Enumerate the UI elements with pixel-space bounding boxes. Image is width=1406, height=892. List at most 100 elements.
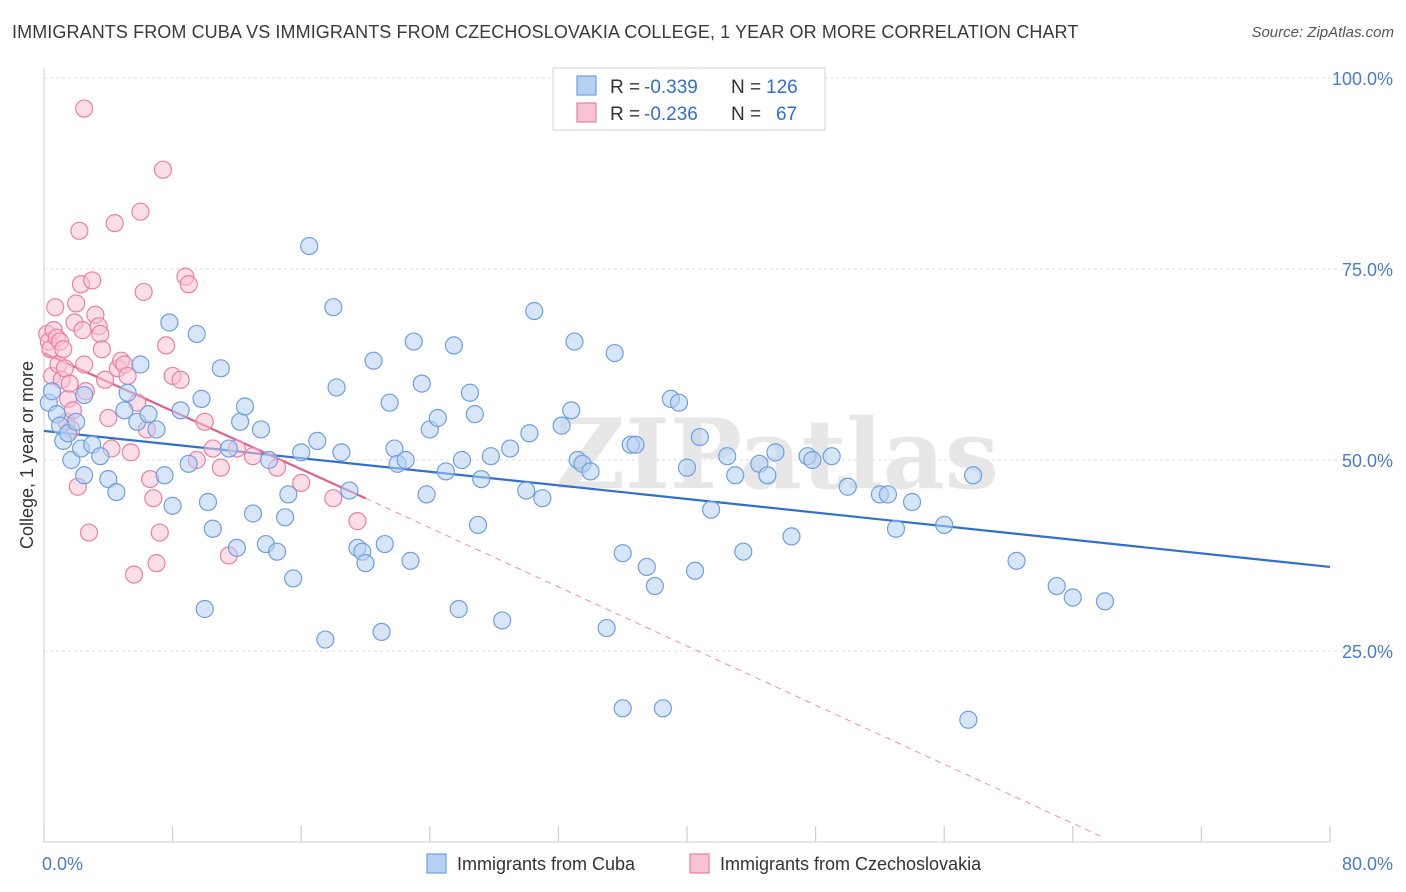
point-czech-31 [95, 370, 115, 389]
legend-r-label-cuba: R = [610, 77, 640, 98]
point-cuba-38 [259, 450, 279, 470]
point-cuba-92 [626, 435, 645, 454]
point-cuba-21 [160, 313, 179, 332]
point-cuba-27 [198, 492, 218, 512]
point-czech-52 [171, 370, 190, 389]
point-cuba-44 [300, 236, 319, 256]
point-czech-49 [153, 160, 173, 179]
point-cuba-9 [75, 466, 94, 485]
cuba-points [39, 236, 1115, 729]
point-cuba-79 [520, 424, 539, 443]
point-cuba-47 [324, 298, 343, 317]
point-cuba-33 [231, 412, 250, 431]
point-cuba-46 [316, 630, 335, 649]
point-czech-25 [79, 523, 99, 542]
point-cuba-71 [460, 383, 480, 402]
point-czech-5 [46, 298, 65, 317]
point-cuba-84 [565, 332, 584, 351]
point-cuba-30 [211, 359, 230, 378]
point-cuba-70 [452, 450, 472, 470]
point-cuba-34 [235, 397, 255, 416]
point-czech-42 [131, 202, 150, 221]
point-cuba-125 [75, 385, 94, 405]
y-tick-label-3: 100.0% [1332, 69, 1393, 89]
point-cuba-103 [718, 447, 737, 466]
point-cuba-66 [428, 408, 447, 428]
point-cuba-109 [782, 527, 801, 546]
point-czech-23 [75, 355, 94, 374]
legend-swatch-cuba [576, 75, 597, 96]
point-czech-48 [150, 523, 169, 542]
point-cuba-23 [171, 401, 190, 420]
point-cuba-36 [251, 420, 271, 439]
legend-r-value-cuba: -0.339 [644, 77, 698, 98]
point-cuba-93 [613, 699, 632, 718]
point-czech-18 [67, 294, 86, 313]
point-czech-11 [55, 359, 74, 378]
point-cuba-90 [613, 544, 632, 563]
point-cuba-100 [685, 561, 705, 580]
point-cuba-12 [99, 470, 118, 489]
point-czech-56 [195, 412, 214, 431]
point-cuba-40 [276, 508, 295, 527]
bottom-legend-label-cuba: Immigrants from Cuba [457, 854, 636, 874]
point-czech-14 [60, 374, 79, 393]
point-czech-57 [203, 439, 222, 458]
point-cuba-72 [465, 405, 484, 424]
point-czech-46 [144, 489, 163, 508]
point-cuba-29 [195, 599, 214, 619]
point-cuba-80 [525, 301, 544, 321]
point-czech-39 [121, 443, 140, 462]
point-czech-30 [92, 340, 111, 359]
point-cuba-111 [803, 450, 822, 470]
point-cuba-101 [690, 427, 709, 447]
point-cuba-53 [356, 554, 375, 573]
point-cuba-98 [669, 393, 689, 412]
point-czech-20 [70, 221, 89, 240]
point-cuba-89 [605, 343, 624, 363]
point-cuba-73 [468, 515, 488, 535]
point-czech-66 [75, 99, 94, 118]
point-cuba-76 [493, 611, 512, 630]
point-czech-58 [211, 458, 230, 477]
correlation-legend: R = -0.339 N = 126 R = -0.236 N = 67 [552, 67, 826, 131]
point-czech-22 [73, 321, 92, 340]
point-cuba-88 [597, 618, 616, 638]
point-cuba-17 [131, 355, 150, 374]
point-cuba-63 [412, 374, 431, 393]
legend-n-label-czech: N = [731, 104, 761, 125]
point-cuba-56 [375, 534, 394, 554]
point-cuba-102 [702, 500, 721, 519]
point-cuba-45 [308, 431, 327, 450]
trendline-czech-extension [365, 497, 1106, 839]
point-cuba-124 [935, 515, 954, 535]
point-cuba-113 [838, 477, 857, 496]
point-cuba-48 [327, 378, 346, 397]
point-cuba-112 [822, 447, 841, 466]
point-cuba-19 [147, 420, 166, 439]
point-cuba-25 [187, 324, 206, 344]
point-cuba-121 [1047, 576, 1066, 596]
point-czech-26 [83, 271, 102, 290]
point-cuba-35 [243, 504, 263, 523]
point-cuba-1 [42, 382, 62, 401]
x-tick-label-0: 0.0% [42, 854, 83, 874]
legend-n-value-cuba: 126 [766, 77, 798, 98]
point-cuba-119 [964, 466, 983, 485]
point-czech-32 [99, 408, 118, 428]
point-czech-54 [179, 275, 198, 294]
czech-points [38, 99, 367, 584]
point-cuba-123 [1095, 592, 1115, 611]
point-cuba-117 [902, 492, 922, 512]
point-cuba-26 [192, 389, 211, 408]
point-cuba-32 [227, 538, 246, 557]
point-cuba-41 [279, 485, 298, 504]
point-cuba-78 [517, 481, 536, 500]
point-cuba-28 [203, 519, 222, 538]
point-cuba-81 [533, 489, 552, 508]
grid-layer [44, 77, 1366, 652]
point-cuba-95 [645, 576, 664, 596]
point-cuba-68 [444, 336, 464, 355]
point-cuba-62 [404, 332, 423, 351]
point-cuba-57 [380, 393, 399, 412]
